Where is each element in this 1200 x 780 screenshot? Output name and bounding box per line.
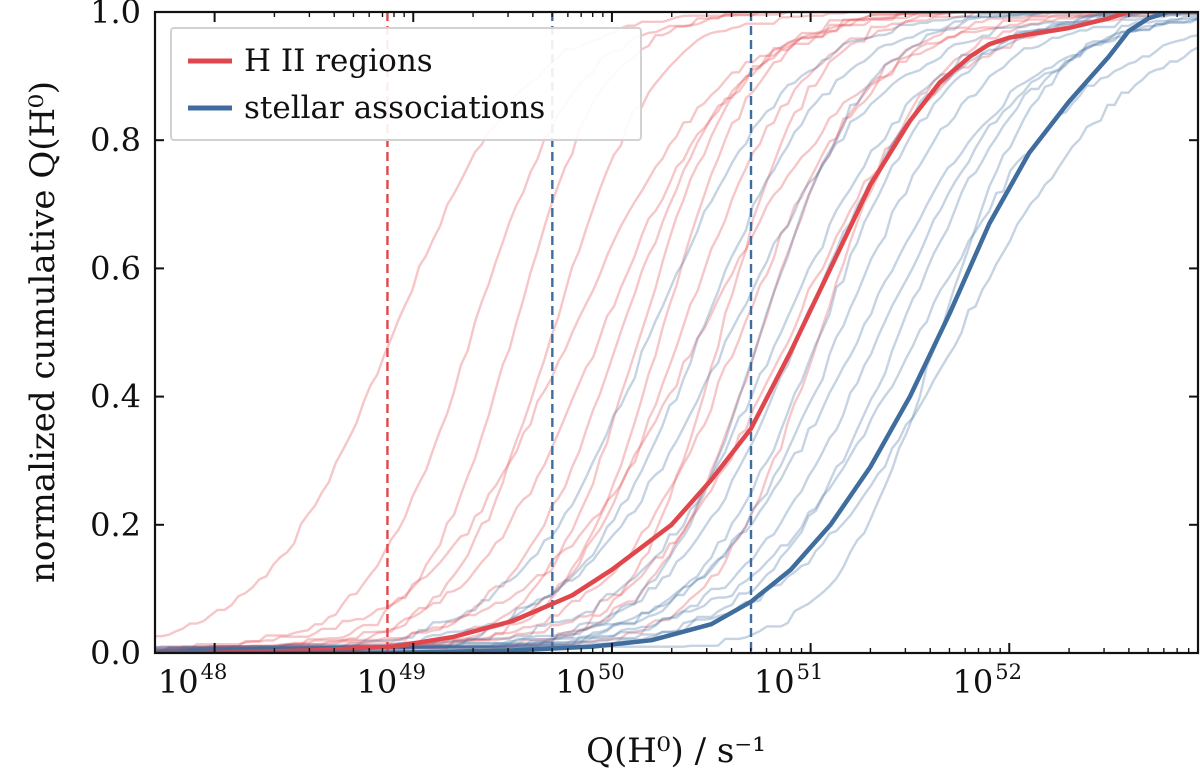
hii-individual-curve-7 xyxy=(155,12,1198,653)
hii-individual-curve-6 xyxy=(155,12,1198,653)
y-tick-label: 0.2 xyxy=(90,506,141,544)
x-tick-label: 1052 xyxy=(953,660,1022,701)
x-tick-exponent: 48 xyxy=(201,660,228,684)
hii-individual-curve-1 xyxy=(155,12,1198,638)
hii-individual-curve-2 xyxy=(155,12,1198,653)
plot-frame xyxy=(153,10,1200,655)
y-axis-title: normalized cumulative Q(H⁰) xyxy=(23,81,63,583)
hii-individual-curve-14 xyxy=(155,12,1198,653)
hii-individual-curve-13 xyxy=(155,12,1198,653)
x-tick-label: 1048 xyxy=(158,660,227,701)
x-tick-label: 1051 xyxy=(754,660,823,701)
x-tick-exponent: 50 xyxy=(598,660,625,684)
x-tick-label: 1050 xyxy=(555,660,624,701)
y-tick-label: 0.6 xyxy=(90,249,141,287)
association-individual-curve-13 xyxy=(155,15,1198,653)
y-tick-label: 0.0 xyxy=(90,634,141,672)
hii-individual-curve-4 xyxy=(155,12,1198,649)
hii-individual-curve-3 xyxy=(155,12,1198,653)
x-tick-exponent: 51 xyxy=(797,660,824,684)
association-combined-line xyxy=(155,12,1198,653)
x-tick-exponent: 49 xyxy=(399,660,426,684)
association-individual-curve-6 xyxy=(155,12,1198,651)
y-tick-label: 0.4 xyxy=(90,378,141,416)
hii-individual-curve-5 xyxy=(155,12,1198,651)
association-individual-curve-3 xyxy=(155,12,1198,650)
hii-combined-line xyxy=(155,12,1198,653)
x-axis-title: Q(H⁰) / s⁻¹ xyxy=(586,731,766,771)
legend-label-associations: stellar associations xyxy=(244,90,545,126)
axis-ticks xyxy=(155,11,1198,654)
chart-legend: H II regions stellar associations xyxy=(170,27,642,141)
y-tick-label: 1.0 xyxy=(90,0,141,31)
legend-label-hii: H II regions xyxy=(244,43,433,79)
hii-individual-curve-11 xyxy=(155,12,1198,653)
x-tick-exponent: 52 xyxy=(995,660,1022,684)
association-individual-curve-12 xyxy=(155,34,1198,653)
association-individual-curve-9 xyxy=(155,17,1198,653)
association-individual-curve-1 xyxy=(155,12,1198,653)
y-tick-label: 0.8 xyxy=(90,121,141,159)
combined-series-lines xyxy=(155,12,1198,653)
association-individual-curve-5 xyxy=(155,12,1198,653)
legend-box xyxy=(170,27,642,141)
x-tick-label: 1049 xyxy=(357,660,426,701)
